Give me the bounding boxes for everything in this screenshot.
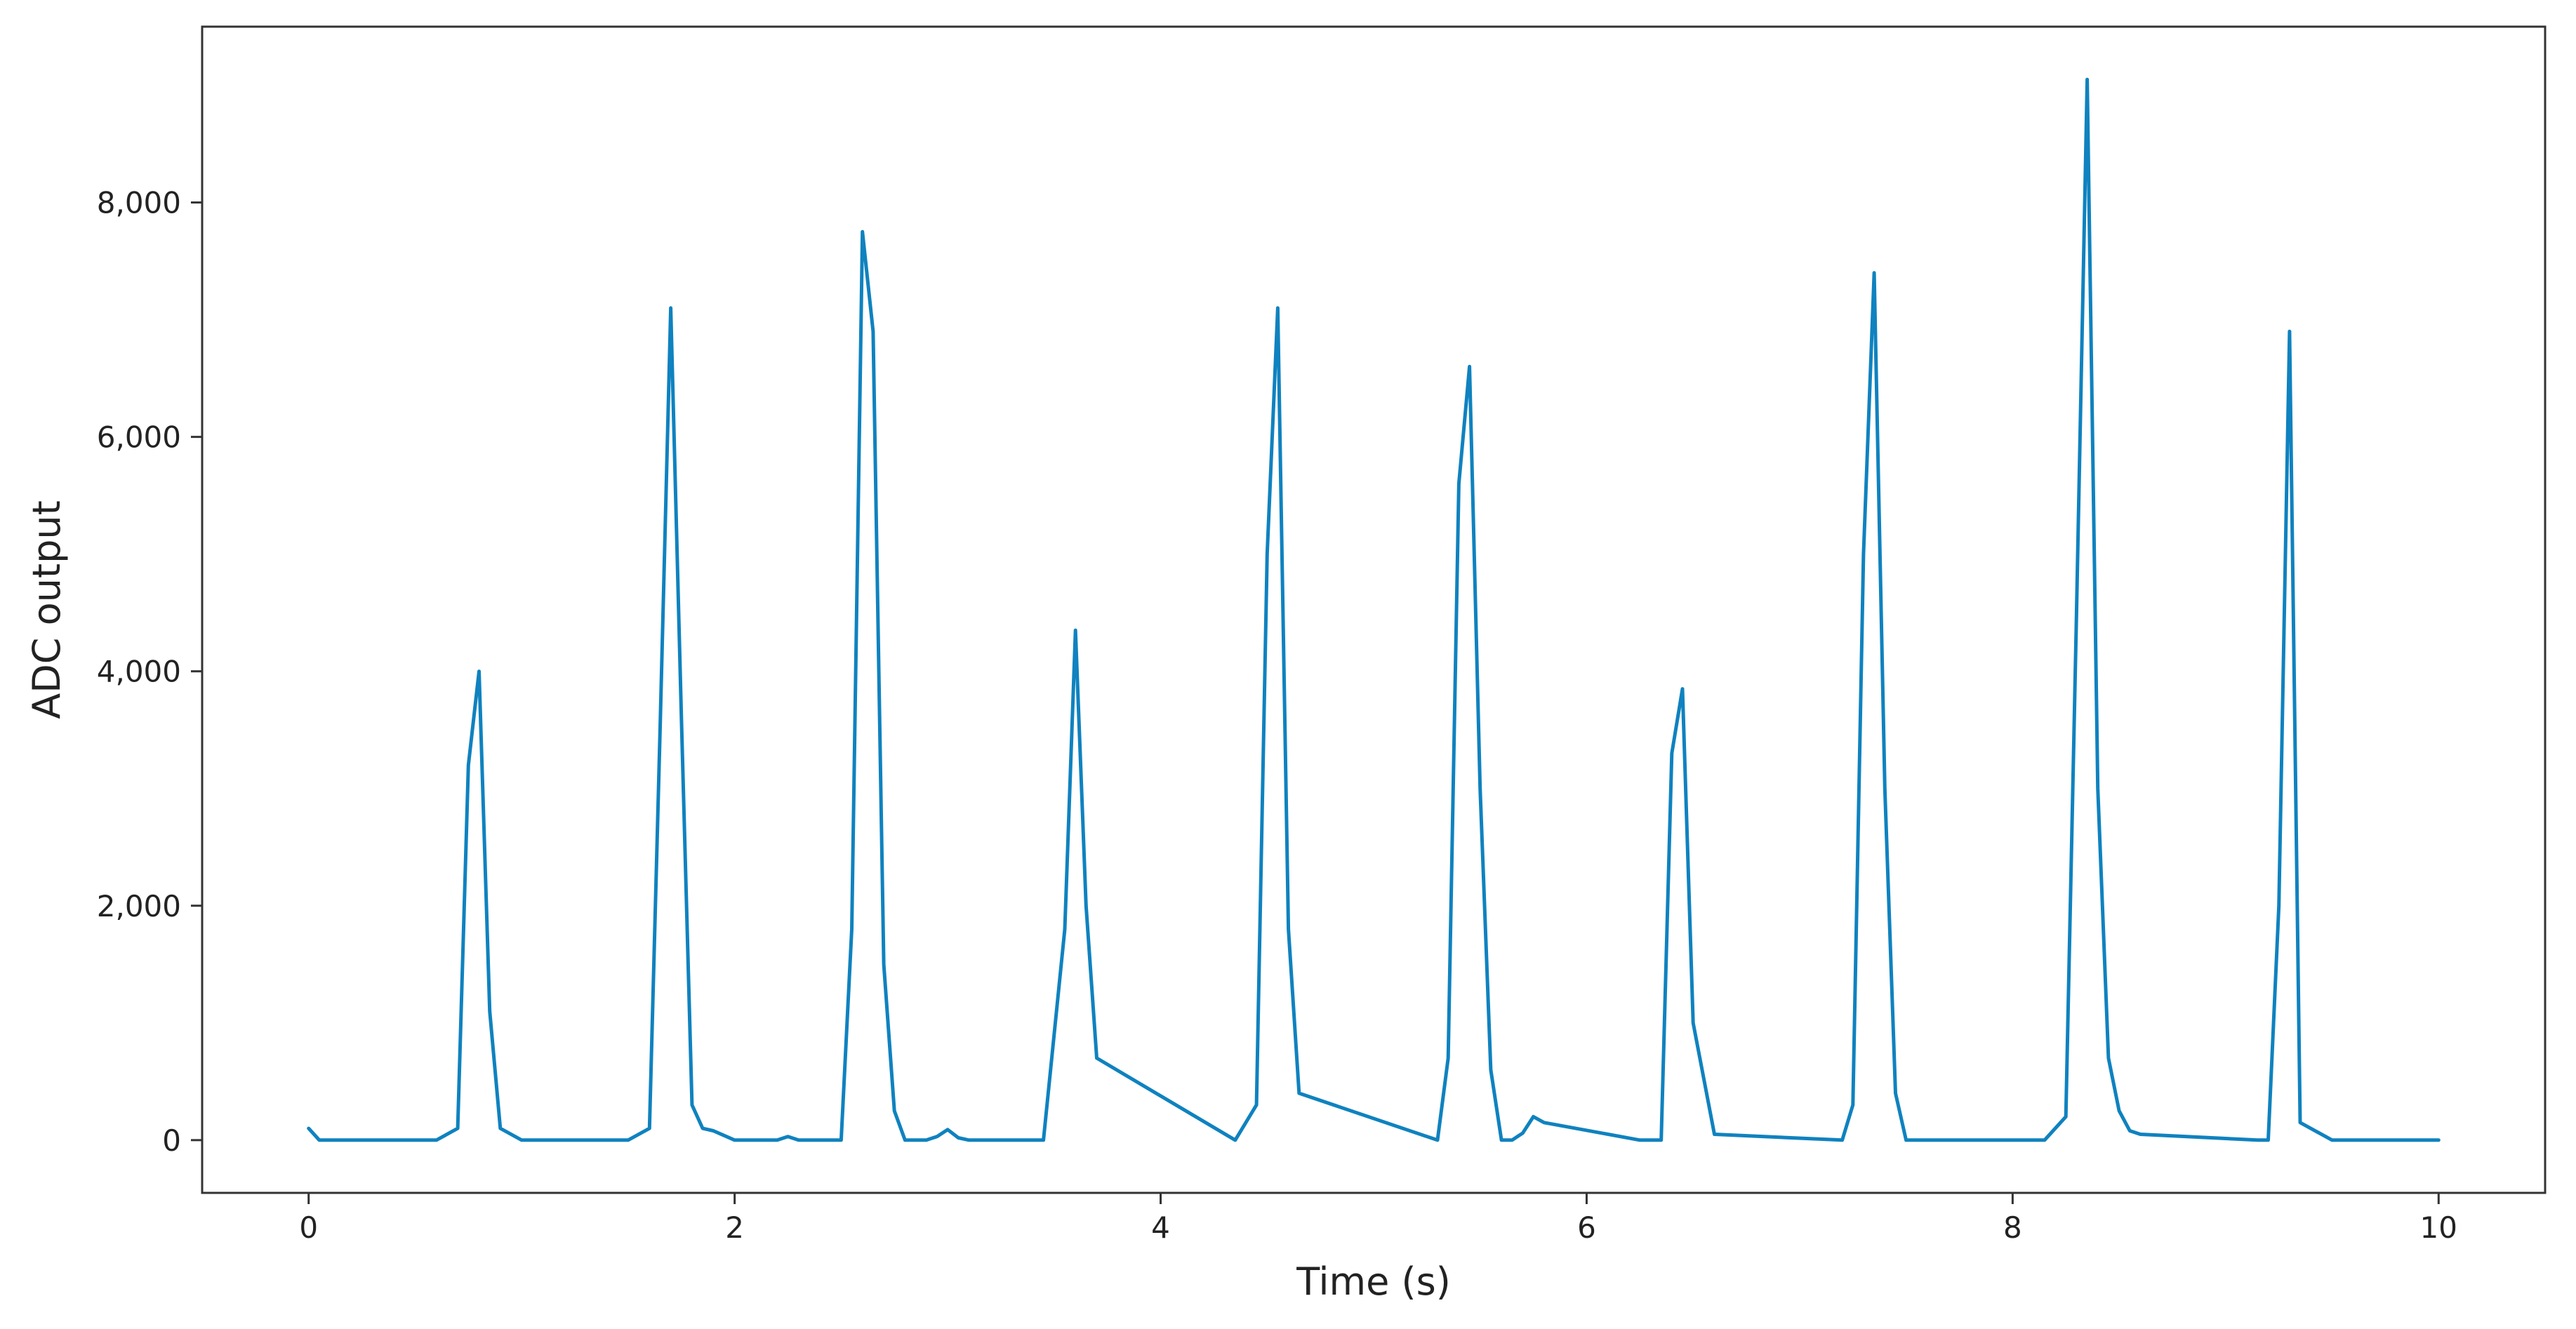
y-tick-label: 8,000 [97, 186, 181, 220]
y-axis: 0 2,000 4,000 6,000 8,000 [97, 186, 202, 1158]
y-axis-label: ADC output [25, 500, 69, 719]
plot-area [201, 25, 2547, 1194]
y-tick-label: 0 [162, 1123, 181, 1158]
x-tick-label: 0 [299, 1210, 318, 1245]
x-axis-label: Time (s) [1296, 1260, 1451, 1304]
x-tick-label: 2 [725, 1210, 744, 1245]
series-line-1 [307, 77, 2441, 1142]
y-tick-label: 6,000 [97, 420, 181, 455]
y-tick-label: 2,000 [97, 889, 181, 923]
y-tick-label: 4,000 [97, 655, 181, 689]
x-tick-label: 6 [1577, 1210, 1596, 1245]
x-tick-label: 4 [1151, 1210, 1170, 1245]
plot-frame [201, 25, 2547, 1194]
x-tick-label: 10 [2420, 1210, 2457, 1245]
x-tick-label: 8 [2003, 1210, 2022, 1245]
x-axis: 0 2 4 6 8 10 [299, 1193, 2457, 1245]
